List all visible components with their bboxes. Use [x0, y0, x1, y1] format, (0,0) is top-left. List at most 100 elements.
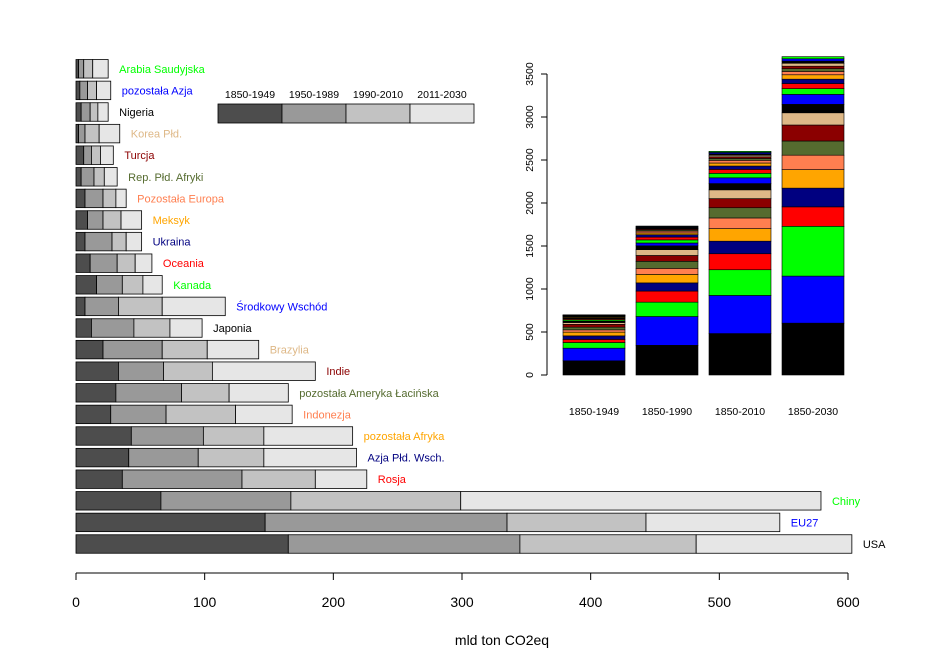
stack-segment-pozostala-afryka	[781, 169, 845, 189]
bar-segment-2011-2030	[103, 167, 118, 187]
stack-segment-rep-pld-afryki	[781, 68, 845, 72]
bar-label: Brazylia	[270, 345, 310, 357]
period-legend: 1850-1949 1950-1989 1990-2010 2011-2030	[217, 89, 475, 124]
bar-segment-2011-2030	[100, 145, 114, 165]
stack-segment-pozostala-ameryka-lacinska	[708, 207, 772, 219]
bar-label: Korea Płd.	[131, 129, 182, 141]
bar-label: Kanada	[173, 280, 212, 292]
bar-segment-2011-2030	[92, 59, 109, 79]
bar-label: pozostała Ameryka Łacińska	[299, 388, 439, 400]
bar-segment-1850-1949	[75, 80, 81, 101]
stack-segment-pozostala-ameryka-lacinska	[635, 261, 699, 269]
bar-segment-1990-2010	[116, 253, 136, 273]
bar-label: EU27	[791, 517, 819, 529]
stack-segment-meksyk	[708, 162, 772, 167]
bar-row-pozostala-afryka: pozostała Afryka	[75, 426, 446, 446]
bar-row-rosja: Rosja	[75, 469, 407, 489]
bar-label: USA	[863, 539, 886, 551]
bar-segment-1990-2010	[102, 188, 117, 209]
stack-segment-pozostala-afryka	[635, 274, 699, 284]
stack-segment-chiny	[781, 226, 845, 277]
stacked-bar-1850-2030	[781, 56, 845, 376]
bar-row-meksyk: Meksyk	[75, 210, 190, 230]
y-tick-label: 3500	[524, 62, 536, 86]
stack-segment-arabia-saudyjska	[781, 56, 845, 60]
stack-segment-usa	[562, 360, 626, 376]
bar-label: Ukraina	[153, 237, 192, 249]
period-label: 1850-2010	[715, 406, 765, 418]
bar-segment-1990-2010	[519, 534, 697, 554]
stack-segment-rosja	[635, 290, 699, 303]
bar-label: Indie	[326, 366, 350, 378]
bar-segment-2011-2030	[142, 275, 163, 295]
bar-segment-1950-1989	[130, 426, 204, 446]
bar-segment-1950-1989	[80, 102, 91, 122]
bar-segment-1950-1989	[91, 318, 135, 338]
bar-segment-1990-2010	[165, 404, 236, 425]
y-axis: 0 500 1000 1500 2000 2500 3000 3500	[524, 62, 548, 378]
bar-row-oceania: Oceania	[75, 253, 205, 273]
stack-segment-eu27	[781, 275, 845, 324]
bar-segment-1850-1949	[75, 318, 92, 338]
stack-segment-usa	[708, 333, 772, 376]
stack-segment-indie	[781, 124, 845, 142]
bar-segment-1850-1949	[75, 469, 123, 489]
stack-segment-indie	[635, 255, 699, 262]
stack-segment-indonezja	[781, 154, 845, 170]
bar-segment-1990-2010	[84, 123, 100, 144]
bar-label: Oceania	[163, 258, 205, 270]
bar-segment-1990-2010	[87, 80, 97, 101]
bar-segment-1990-2010	[102, 210, 122, 230]
x-tick-label: 100	[193, 594, 217, 610]
stack-segment-indie	[562, 324, 626, 328]
bar-segment-2011-2030	[263, 426, 354, 446]
stack-segment-pozostala-europa	[708, 160, 772, 164]
bar-segment-1850-1949	[75, 404, 112, 425]
bar-row-arabia-saudyjska: Arabia Saudyjska	[75, 59, 206, 79]
stack-segment-eu27	[708, 295, 772, 334]
bar-segment-1950-1989	[160, 491, 292, 511]
stack-segment-chiny	[635, 301, 699, 317]
legend-swatch	[345, 103, 411, 124]
stack-segment-eu27	[635, 316, 699, 346]
stack-segment-oceania	[635, 236, 699, 241]
bar-segment-1950-1989	[89, 253, 118, 273]
bar-segment-1950-1989	[102, 339, 163, 360]
stack-segment-arabia-saudyjska	[635, 225, 699, 227]
bar-segment-1950-1989	[121, 469, 243, 489]
bar-segment-1950-1989	[87, 210, 104, 230]
stack-segment-pozostala-afryka	[708, 228, 772, 242]
bar-row-kanada: Kanada	[75, 275, 212, 295]
stack-segment-brazylia	[781, 112, 845, 126]
bar-segment-1950-1989	[80, 167, 95, 187]
bar-segment-1950-1989	[264, 512, 508, 533]
bar-segment-2011-2030	[120, 210, 143, 230]
bar-row-srodkowy-wschod: Środkowy Wschód	[75, 296, 327, 317]
bar-segment-1850-1949	[75, 383, 117, 403]
bar-segment-1850-1949	[75, 188, 86, 209]
bar-segment-1850-1949	[75, 167, 82, 187]
x-tick-label: 300	[450, 594, 474, 610]
stack-segment-ukraina	[635, 234, 699, 238]
bar-segment-1950-1989	[128, 447, 199, 468]
bar-segment-1850-1949	[75, 296, 86, 317]
stacked-bar-1850-1949	[562, 314, 626, 376]
bar-label: pozostała Afryka	[364, 431, 446, 443]
bar-segment-2011-2030	[169, 318, 203, 338]
y-tick-label: 1500	[524, 234, 536, 258]
bar-label: Indonezja	[303, 409, 352, 421]
legend-label: 1850-1949	[225, 89, 275, 101]
x-tick-label: 200	[322, 594, 346, 610]
stack-segment-kanada	[635, 239, 699, 244]
legend-item-1990-2010: 1990-2010	[345, 89, 411, 124]
stack-segment-japonia	[708, 183, 772, 191]
bar-segment-1950-1989	[83, 145, 92, 165]
stack-segment-srodkowy-wschod	[781, 94, 845, 105]
y-tick-label: 500	[524, 323, 536, 341]
bar-segment-1990-2010	[133, 318, 171, 338]
stack-segment-azja-pld-wsch	[781, 187, 845, 208]
bar-segment-1990-2010	[202, 426, 265, 446]
bar-segment-1950-1989	[118, 361, 164, 381]
bar-segment-2011-2030	[115, 188, 127, 209]
legend-swatch	[409, 103, 475, 124]
